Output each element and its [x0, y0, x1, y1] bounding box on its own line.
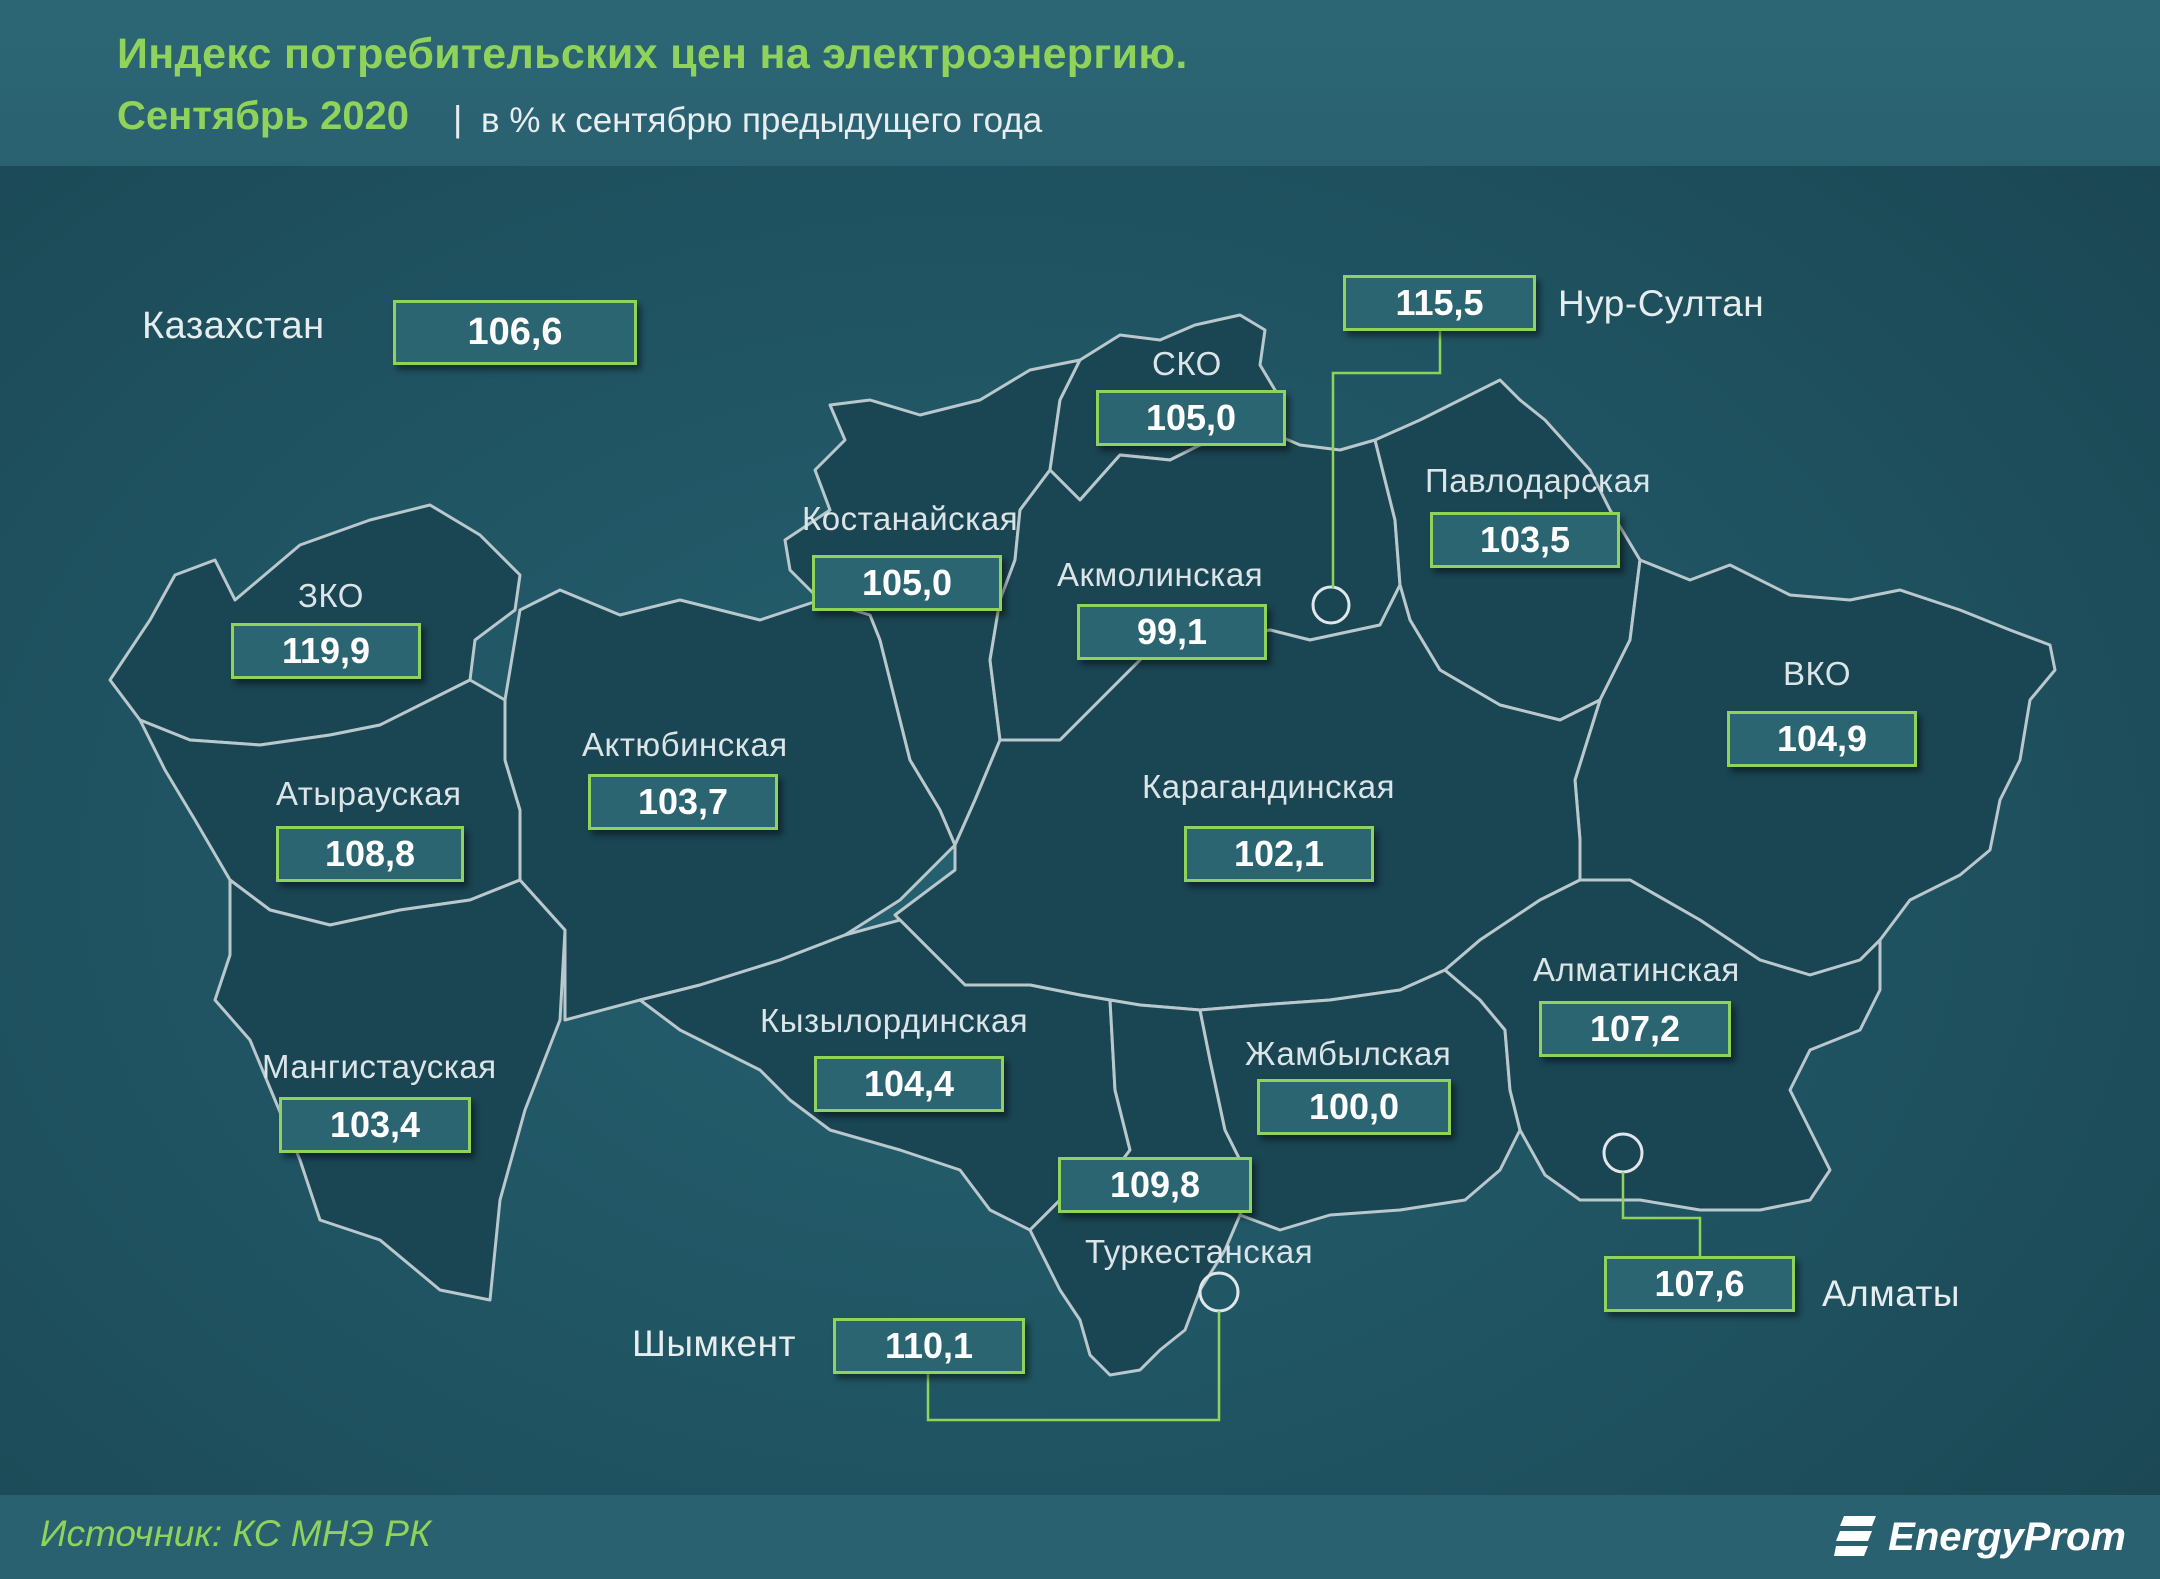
karaganda-value-box: 102,1 — [1184, 826, 1374, 882]
kyzylorda-label: Кызылординская — [760, 1002, 1029, 1039]
vko-value-box: 104,9 — [1727, 711, 1917, 767]
nur-sultan-marker-icon — [1311, 585, 1351, 625]
subtitle-separator: | — [453, 98, 463, 139]
region-mangistau — [213, 878, 567, 1302]
header: Индекс потребительских цен на электроэне… — [0, 0, 2160, 166]
akmola-label: Акмолинская — [1057, 556, 1264, 593]
zko-value-box: 119,9 — [231, 623, 421, 679]
atyrau-label: Атырауская — [276, 775, 462, 812]
energyprom-logo: EnergyProm — [1834, 1509, 2126, 1565]
turkestan-label: Туркестанская — [1085, 1233, 1314, 1270]
kyzylorda-value-box: 104,4 — [814, 1056, 1004, 1112]
sko-value-box: 105,0 — [1096, 390, 1286, 446]
almaty-region-value-box: 107,2 — [1539, 1001, 1731, 1057]
kostanay-value-box: 105,0 — [812, 555, 1002, 611]
energyprom-logo-icon — [1834, 1516, 1877, 1556]
atyrau-value-box: 108,8 — [276, 826, 464, 882]
vko-label: ВКО — [1783, 655, 1852, 692]
source-note: Источник: КС МНЭ РК — [40, 1513, 431, 1554]
shymkent-marker-icon — [1198, 1271, 1240, 1313]
almaty-value-box: 107,6 — [1604, 1256, 1795, 1312]
footer: Источник: КС МНЭ РК EnergyProm — [0, 1495, 2160, 1579]
shymkent-label: Шымкент — [632, 1323, 797, 1364]
page-title: Индекс потребительских цен на электроэне… — [117, 30, 1188, 78]
kostanay-label: Костанайская — [802, 500, 1019, 537]
mangistau-label: Мангистауская — [262, 1048, 497, 1085]
pavlodar-label: Павлодарская — [1425, 462, 1651, 499]
zko-label: ЗКО — [298, 577, 364, 614]
aktobe-value-box: 103,7 — [588, 774, 778, 830]
turkestan-value-box: 109,8 — [1058, 1157, 1252, 1213]
kazakhstan-label: Казахстан — [142, 305, 325, 347]
kazakhstan-value-box: 106,6 — [393, 300, 637, 365]
zhambyl-label: Жамбылская — [1245, 1035, 1452, 1072]
almaty-leader-line — [1621, 1172, 1702, 1262]
subtitle-unit: в % к сентябрю предыдущего года — [481, 101, 1043, 140]
aktobe-label: Актюбинская — [582, 726, 788, 763]
nur-sultan-value-box: 115,5 — [1343, 275, 1536, 331]
karaganda-label: Карагандинская — [1142, 768, 1395, 805]
logo-text: EnergyProm — [1888, 1514, 2126, 1559]
shymkent-leader-line — [926, 1311, 1221, 1422]
pavlodar-value-box: 103,5 — [1430, 512, 1620, 568]
zhambyl-value-box: 100,0 — [1257, 1079, 1451, 1135]
almaty-label: Алматы — [1822, 1273, 1961, 1314]
nur-sultan-leader-line — [1331, 330, 1442, 588]
shymkent-value-box: 110,1 — [833, 1318, 1025, 1374]
akmola-value-box: 99,1 — [1077, 604, 1267, 660]
subtitle-date: Сентябрь 2020 — [117, 94, 410, 138]
sko-label: СКО — [1152, 345, 1222, 382]
nur-sultan-label: Нур-Султан — [1558, 283, 1765, 324]
almaty-region-label: Алматинская — [1533, 951, 1740, 988]
mangistau-value-box: 103,4 — [279, 1097, 471, 1153]
